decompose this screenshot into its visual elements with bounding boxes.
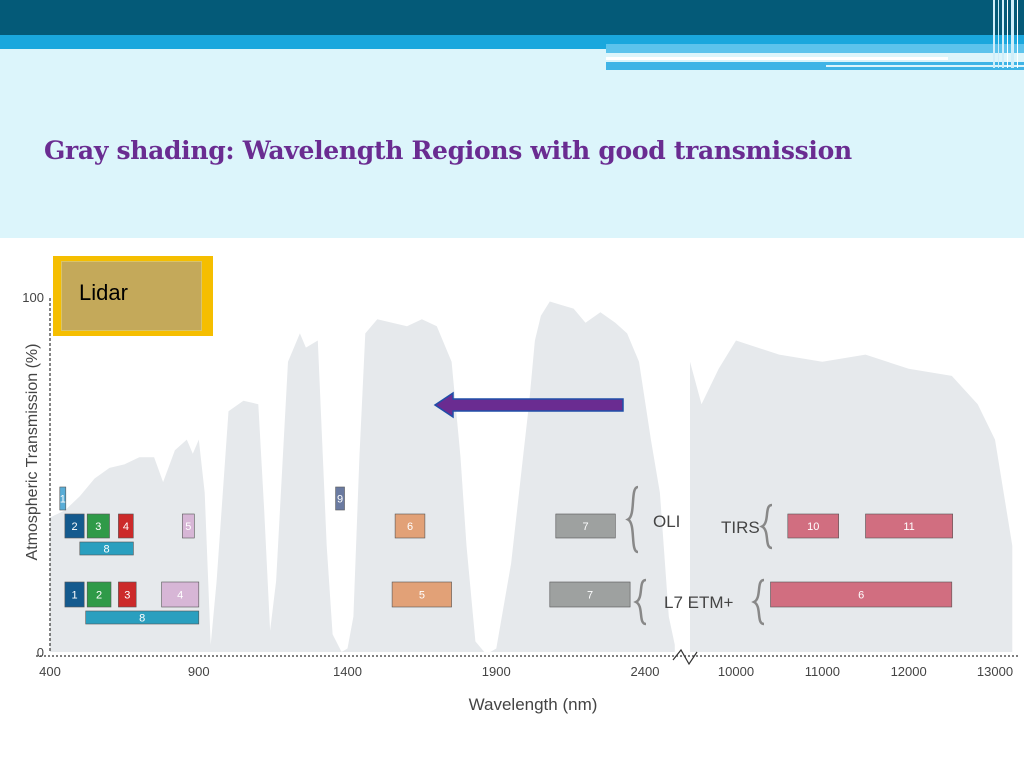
l7-etm-label: L7 ETM+ <box>664 593 734 612</box>
oli-brace <box>625 485 639 554</box>
oli-band-2: 2 <box>64 513 85 539</box>
header-deco-line <box>606 57 948 60</box>
y-axis-title: Atmospheric Transmission (%) <box>24 344 41 561</box>
axis-break-mark <box>672 648 698 666</box>
band-rect <box>161 581 200 608</box>
band-rect <box>59 486 67 511</box>
band-label: 1 <box>71 590 77 602</box>
oli-band-6: 6 <box>394 513 426 539</box>
lidar-label: Lidar <box>79 280 128 305</box>
band-rect <box>86 513 110 539</box>
band-label: 5 <box>185 521 191 533</box>
band-label: 4 <box>123 521 129 533</box>
tirs-label: TIRS <box>721 518 760 537</box>
x-tick-label: 1900 <box>482 664 511 679</box>
l7_etm-band-2: 2 <box>86 581 112 608</box>
oli-band-5: 5 <box>182 513 195 539</box>
band-label: 1 <box>60 494 66 506</box>
band-label: 3 <box>124 590 130 602</box>
x-tick-label: 12000 <box>891 664 927 679</box>
oli-band-10: 10 <box>787 513 839 539</box>
band-rect <box>86 581 112 608</box>
l7_etm-band-5: 5 <box>391 581 452 608</box>
header-deco-stripe <box>606 44 1024 53</box>
oli-band-9: 9 <box>335 486 345 511</box>
title-band <box>0 49 1024 238</box>
band-label: 2 <box>96 590 102 602</box>
band-label: 11 <box>903 521 914 533</box>
header-bar <box>0 0 1024 35</box>
transmission-area-reflective <box>50 301 675 652</box>
y-tick-label: 0 <box>37 645 44 660</box>
band-rect <box>549 581 631 608</box>
lidar-callout-inner <box>61 261 202 331</box>
band-label: 6 <box>858 590 864 602</box>
band-label: 9 <box>337 494 343 506</box>
oli-band-7: 7 <box>555 513 616 539</box>
band-label: 6 <box>407 521 413 533</box>
axis-layer: 100 0 400 900 1400 1900 2400 10000 11000 12000 130… <box>22 290 1018 714</box>
x-tick-label: 13000 <box>977 664 1013 679</box>
x-tick-label: 900 <box>188 664 210 679</box>
band-rect <box>394 513 426 539</box>
l7_etm-band-7: 7 <box>549 581 631 608</box>
oli-band-8: 8 <box>79 541 134 556</box>
band-rect <box>118 581 137 608</box>
transmission-area-layer <box>50 301 1013 652</box>
band-rect <box>770 581 953 608</box>
band-label: 3 <box>95 521 101 533</box>
band-rect <box>85 610 200 625</box>
band-label: 8 <box>139 613 145 625</box>
band-rect <box>118 513 134 539</box>
etm-thermal-brace <box>751 578 765 626</box>
x-tick-label: 11000 <box>805 664 840 679</box>
band-rect <box>79 541 134 556</box>
oli-band-3: 3 <box>86 513 110 539</box>
band-label: 8 <box>103 544 109 556</box>
band-label: 4 <box>177 590 183 602</box>
left-arrow <box>433 391 624 419</box>
x-axis-title: Wavelength (nm) <box>469 695 598 714</box>
x-tick-label: 400 <box>39 664 61 679</box>
l7_etm-band-6: 6 <box>770 581 953 608</box>
oli-band-4: 4 <box>118 513 134 539</box>
transmission-area-thermal <box>690 340 1013 652</box>
band-rect <box>64 513 85 539</box>
y-tick-label: 100 <box>22 290 44 305</box>
annotation-layer: OLI TIRS L7 ETM+ <box>433 391 773 626</box>
l7_etm-band-1: 1 <box>64 581 85 608</box>
band-rect <box>335 486 345 511</box>
l7_etm-band-3: 3 <box>118 581 137 608</box>
lidar-callout: Lidar <box>53 256 213 336</box>
oli-band-1: 1 <box>59 486 67 511</box>
band-rect <box>182 513 195 539</box>
slide-title: Gray shading: Wavelength Regions with go… <box>44 136 852 165</box>
header-deco-stripe-lower <box>606 62 1024 70</box>
oli-label: OLI <box>653 512 680 531</box>
band-rect <box>391 581 452 608</box>
band-label: 7 <box>582 521 588 533</box>
x-tick-label: 1400 <box>333 664 362 679</box>
band-label: 7 <box>587 590 593 602</box>
band-label: 5 <box>419 590 425 602</box>
x-tick-label: 2400 <box>631 664 660 679</box>
header-deco-vertical-lines <box>993 0 1018 68</box>
oli-band-11: 11 <box>865 513 953 539</box>
l7_etm-band-4: 4 <box>161 581 200 608</box>
band-rect <box>865 513 953 539</box>
band-rect <box>555 513 616 539</box>
l7_etm-band-8: 8 <box>85 610 200 625</box>
band-label: 10 <box>807 521 819 533</box>
band-rect <box>64 581 85 608</box>
band-rect <box>787 513 839 539</box>
band-label: 2 <box>71 521 77 533</box>
transmission-chart: 100 0 400 900 1400 1900 2400 10000 11000 12000 130… <box>22 290 1018 714</box>
etm-brace <box>633 578 647 626</box>
tirs-brace <box>759 503 773 550</box>
x-tick-label: 10000 <box>718 664 754 679</box>
header-deco-gap <box>826 65 1024 67</box>
